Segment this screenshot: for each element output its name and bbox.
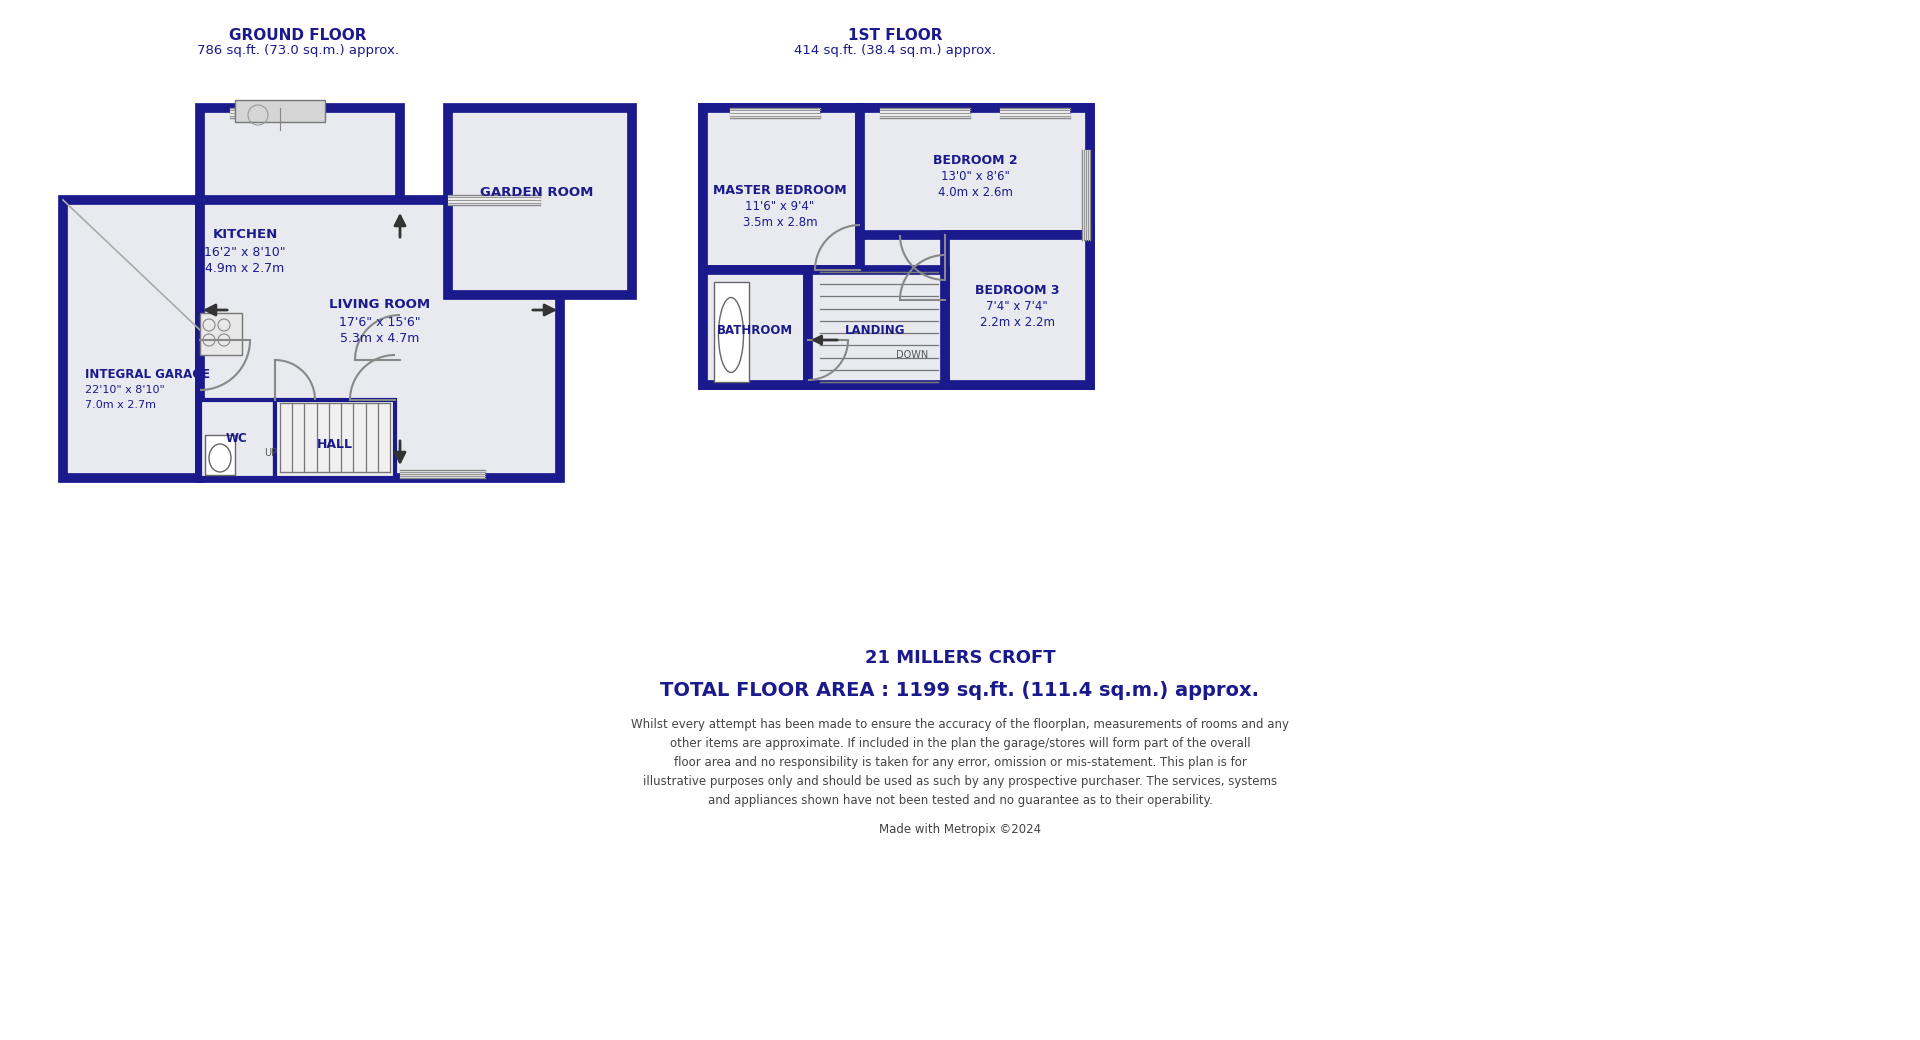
Text: KITCHEN: KITCHEN	[213, 229, 278, 241]
Text: 22'10" x 8'10": 22'10" x 8'10"	[84, 385, 165, 395]
Polygon shape	[275, 400, 396, 478]
Text: 7.0m x 2.7m: 7.0m x 2.7m	[84, 400, 156, 410]
Text: Made with Metropix ©2024: Made with Metropix ©2024	[879, 824, 1041, 836]
Text: TOTAL FLOOR AREA : 1199 sq.ft. (111.4 sq.m.) approx.: TOTAL FLOOR AREA : 1199 sq.ft. (111.4 sq…	[660, 680, 1260, 700]
Bar	[714, 282, 749, 382]
Text: WC: WC	[227, 432, 248, 444]
Text: 17'6" x 15'6": 17'6" x 15'6"	[340, 315, 420, 329]
Polygon shape	[200, 200, 561, 478]
Text: LIVING ROOM: LIVING ROOM	[330, 298, 430, 312]
Polygon shape	[200, 400, 275, 478]
Ellipse shape	[718, 297, 743, 372]
Bar	[399, 470, 486, 478]
Text: 21 MILLERS CROFT: 21 MILLERS CROFT	[864, 649, 1056, 667]
Bar	[879, 108, 970, 118]
Polygon shape	[808, 270, 945, 385]
Bar	[730, 108, 820, 118]
Polygon shape	[63, 200, 200, 478]
Text: BATHROOM: BATHROOM	[716, 323, 793, 337]
Bar	[1083, 150, 1091, 240]
Text: DOWN: DOWN	[897, 350, 927, 360]
Text: BEDROOM 2: BEDROOM 2	[933, 154, 1018, 166]
Polygon shape	[200, 108, 399, 360]
Polygon shape	[703, 108, 1091, 385]
Text: 2.2m x 2.2m: 2.2m x 2.2m	[979, 316, 1054, 330]
Bar	[200, 313, 242, 355]
Bar	[234, 100, 324, 122]
Text: 1ST FLOOR: 1ST FLOOR	[849, 28, 943, 43]
Text: HALL: HALL	[317, 439, 353, 451]
Text: UP: UP	[265, 448, 278, 458]
Bar	[230, 108, 321, 118]
Text: Whilst every attempt has been made to ensure the accuracy of the floorplan, meas: Whilst every attempt has been made to en…	[632, 718, 1288, 807]
Text: BEDROOM 3: BEDROOM 3	[975, 284, 1060, 296]
Text: INTEGRAL GARAGE: INTEGRAL GARAGE	[84, 368, 209, 382]
Ellipse shape	[209, 444, 230, 472]
Text: 4.9m x 2.7m: 4.9m x 2.7m	[205, 261, 284, 275]
Text: GROUND FLOOR: GROUND FLOOR	[228, 28, 367, 43]
Text: 414 sq.ft. (38.4 sq.m.) approx.: 414 sq.ft. (38.4 sq.m.) approx.	[795, 44, 996, 57]
Text: 7'4" x 7'4": 7'4" x 7'4"	[987, 301, 1048, 313]
Text: 16'2" x 8'10": 16'2" x 8'10"	[204, 245, 286, 259]
Text: LANDING: LANDING	[845, 323, 904, 337]
Text: 13'0" x 8'6": 13'0" x 8'6"	[941, 171, 1010, 183]
Bar	[205, 435, 234, 475]
Polygon shape	[860, 108, 1091, 235]
Polygon shape	[703, 108, 860, 270]
Text: MASTER BEDROOM: MASTER BEDROOM	[712, 183, 847, 197]
Text: 11'6" x 9'4": 11'6" x 9'4"	[745, 201, 814, 213]
Polygon shape	[945, 235, 1091, 385]
Text: 3.5m x 2.8m: 3.5m x 2.8m	[743, 216, 818, 230]
Polygon shape	[447, 108, 632, 295]
Text: 786 sq.ft. (73.0 sq.m.) approx.: 786 sq.ft. (73.0 sq.m.) approx.	[198, 44, 399, 57]
Bar	[1000, 108, 1069, 118]
Text: GARDEN ROOM: GARDEN ROOM	[480, 185, 593, 199]
Bar	[447, 196, 540, 205]
Polygon shape	[703, 270, 808, 385]
Text: 5.3m x 4.7m: 5.3m x 4.7m	[340, 332, 420, 344]
Text: 4.0m x 2.6m: 4.0m x 2.6m	[937, 186, 1012, 200]
